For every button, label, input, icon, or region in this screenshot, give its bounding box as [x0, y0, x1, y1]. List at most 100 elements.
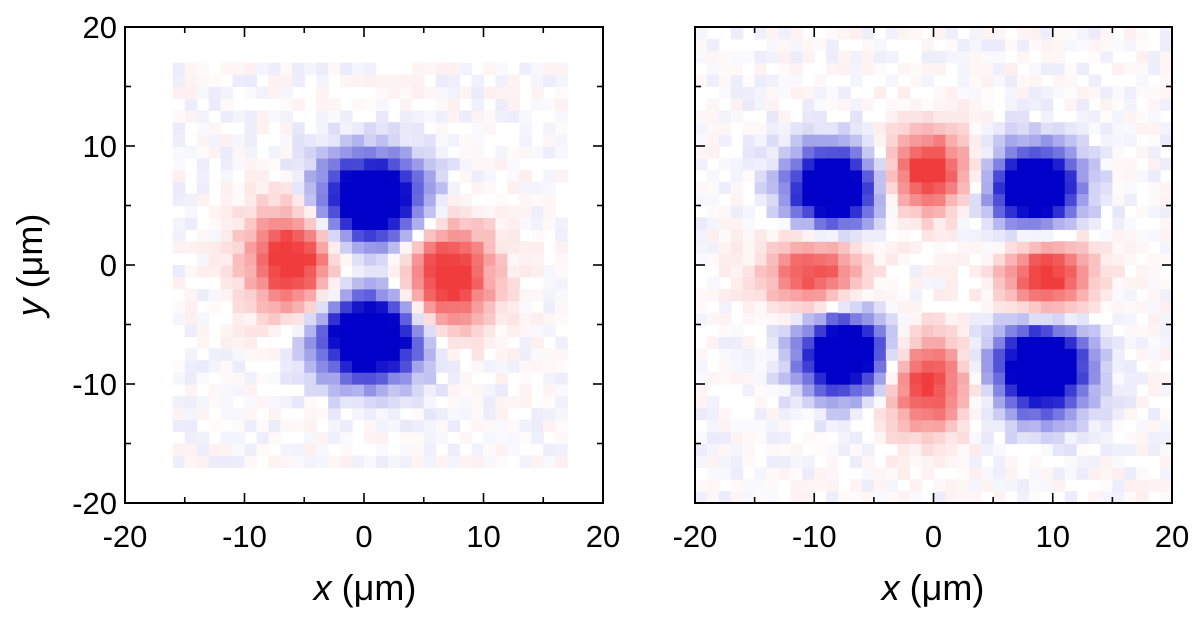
heatmap-cell [730, 265, 744, 278]
heatmap-cell [172, 407, 186, 421]
heatmap-cell [897, 205, 911, 218]
heatmap-cell [850, 27, 863, 40]
heatmap-cell [873, 253, 887, 266]
heatmap-cell [1076, 348, 1090, 361]
heatmap-cell [328, 455, 341, 468]
heatmap-cell [364, 384, 377, 397]
heatmap-cell [232, 229, 246, 242]
heatmap-cell [1016, 27, 1030, 40]
heatmap-cell [1076, 431, 1090, 445]
heatmap-cell [730, 50, 744, 64]
heatmap-cell [1160, 324, 1173, 337]
heatmap-cell [981, 395, 994, 409]
heatmap-cell [364, 312, 377, 326]
heatmap-cell [957, 312, 970, 326]
heatmap-cell [328, 253, 341, 266]
heatmap-cell [531, 431, 544, 445]
heatmap-cell [208, 86, 222, 99]
heatmap-cell [531, 205, 544, 218]
heatmap-cell [328, 241, 341, 254]
heatmap-cell [1124, 300, 1137, 314]
heatmap-cell [543, 74, 556, 88]
heatmap-cell [814, 360, 827, 373]
heatmap-cell [1136, 122, 1149, 135]
heatmap-cell [742, 312, 756, 326]
heatmap-cell [1064, 62, 1078, 76]
heatmap-cell [232, 419, 246, 433]
heatmap-cell [885, 241, 899, 254]
heatmap-cell [495, 86, 508, 99]
heatmap-cell [778, 146, 791, 159]
heatmap-cell [447, 455, 461, 468]
heatmap-cell [447, 395, 461, 409]
heatmap-cell [778, 395, 791, 409]
heatmap-cell [232, 62, 246, 76]
heatmap-cell [706, 479, 720, 492]
heatmap-cell [531, 324, 544, 337]
heatmap-cell [483, 419, 497, 433]
heatmap-cell [897, 229, 911, 242]
heatmap-cell [1148, 110, 1161, 123]
heatmap-cell [1100, 348, 1113, 361]
heatmap-cell [778, 27, 791, 40]
heatmap-cell [730, 348, 744, 361]
heatmap-cell [328, 384, 341, 397]
heatmap-cell [754, 372, 768, 385]
heatmap-cell [483, 62, 497, 76]
heatmap-cell [352, 157, 365, 171]
heatmap-cell [695, 360, 708, 373]
heatmap-cell [244, 395, 258, 409]
heatmap-cell [1088, 265, 1102, 278]
heatmap-cell [184, 217, 198, 230]
heatmap-cell [933, 276, 947, 290]
heatmap-cell [921, 74, 935, 88]
heatmap-cell [280, 265, 293, 278]
heatmap-cell [850, 134, 863, 147]
heatmap-cell [519, 372, 532, 385]
heatmap-cell [873, 491, 887, 504]
heatmap-cell [861, 241, 875, 254]
heatmap-cell [459, 157, 473, 171]
heatmap-cell [957, 98, 970, 111]
heatmap-cell [718, 360, 732, 373]
heatmap-cell [435, 360, 449, 373]
heatmap-cell [1148, 276, 1161, 290]
heatmap-cell [802, 455, 815, 468]
heatmap-cell [1064, 312, 1078, 326]
heatmap-cell [471, 169, 485, 183]
heatmap-cell [387, 134, 401, 147]
heatmap-cell [695, 372, 708, 385]
heatmap-cell [340, 205, 353, 218]
heatmap-cell [399, 372, 413, 385]
heatmap-cell [435, 229, 449, 242]
heatmap-cell [718, 205, 732, 218]
heatmap-cell [1124, 86, 1137, 99]
heatmap-cell [232, 455, 246, 468]
heatmap-cell [316, 253, 329, 266]
heatmap-cell [802, 38, 815, 52]
heatmap-cell [399, 324, 413, 337]
heatmap-cell [471, 265, 485, 278]
heatmap-cell [1076, 324, 1090, 337]
heatmap-cell [1040, 431, 1054, 445]
heatmap-cell [742, 372, 756, 385]
heatmap-cell [184, 86, 198, 99]
heatmap-cell [411, 86, 425, 99]
heatmap-cell [754, 300, 768, 314]
heatmap-cell [921, 312, 935, 326]
heatmap-cell [543, 217, 556, 230]
heatmap-cell [364, 205, 377, 218]
heatmap-cell [543, 265, 556, 278]
heatmap-cell [706, 74, 720, 88]
heatmap-cell [730, 443, 744, 456]
heatmap-cell [814, 265, 827, 278]
heatmap-cell [826, 407, 839, 421]
heatmap-cell [280, 360, 293, 373]
heatmap-cell [447, 74, 461, 88]
heatmap-cell [921, 110, 935, 123]
heatmap-cell [1064, 38, 1078, 52]
heatmap-cell [304, 324, 317, 337]
heatmap-cell [1016, 360, 1030, 373]
heatmap-cell [292, 372, 305, 385]
heatmap-cell [304, 431, 317, 445]
